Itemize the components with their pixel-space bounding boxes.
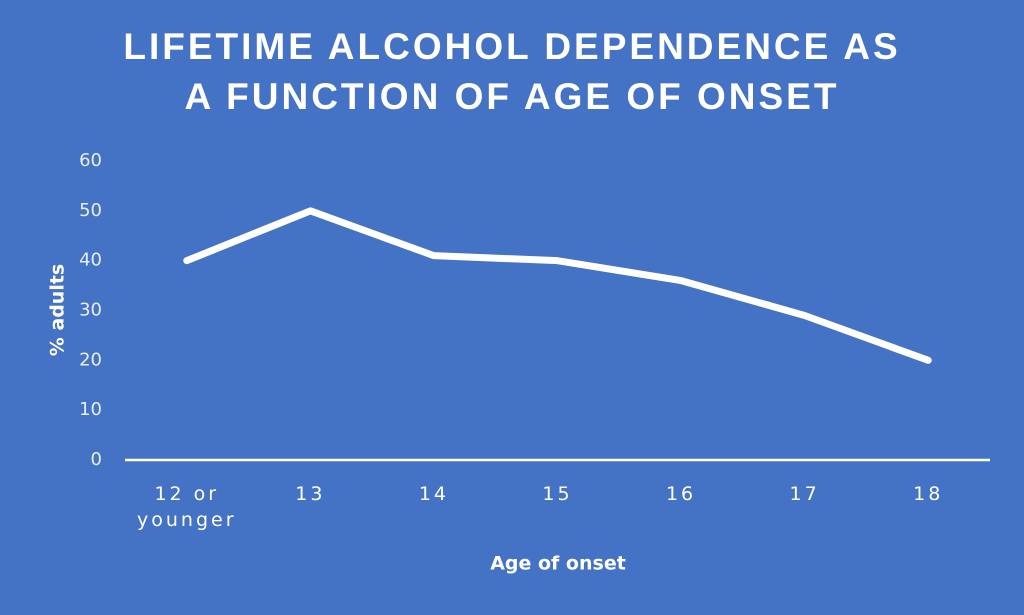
y-tick-label: 0: [91, 449, 102, 470]
y-tick-label: 40: [79, 250, 102, 271]
y-tick-label: 10: [79, 399, 102, 420]
x-axis-label: Age of onset: [490, 553, 626, 575]
x-tick-label: 14: [418, 483, 450, 505]
y-tick-label: 30: [79, 300, 102, 321]
chart-title: LIFETIME ALCOHOL DEPENDENCE AS A FUNCTIO…: [123, 26, 901, 117]
x-tick-label: 17: [789, 483, 820, 505]
y-axis-label: % adults: [47, 264, 69, 357]
y-tick-label: 20: [79, 349, 102, 370]
x-tick-label: 15: [542, 483, 573, 505]
x-tick-label: 16: [665, 483, 697, 505]
x-tick-label: 13: [295, 483, 326, 505]
x-tick-label: 12 or younger: [137, 483, 237, 531]
y-tick-label: 50: [79, 200, 102, 221]
data-line: [183, 207, 932, 364]
x-tick-label: 18: [913, 483, 944, 505]
y-tick-label: 60: [79, 150, 102, 171]
